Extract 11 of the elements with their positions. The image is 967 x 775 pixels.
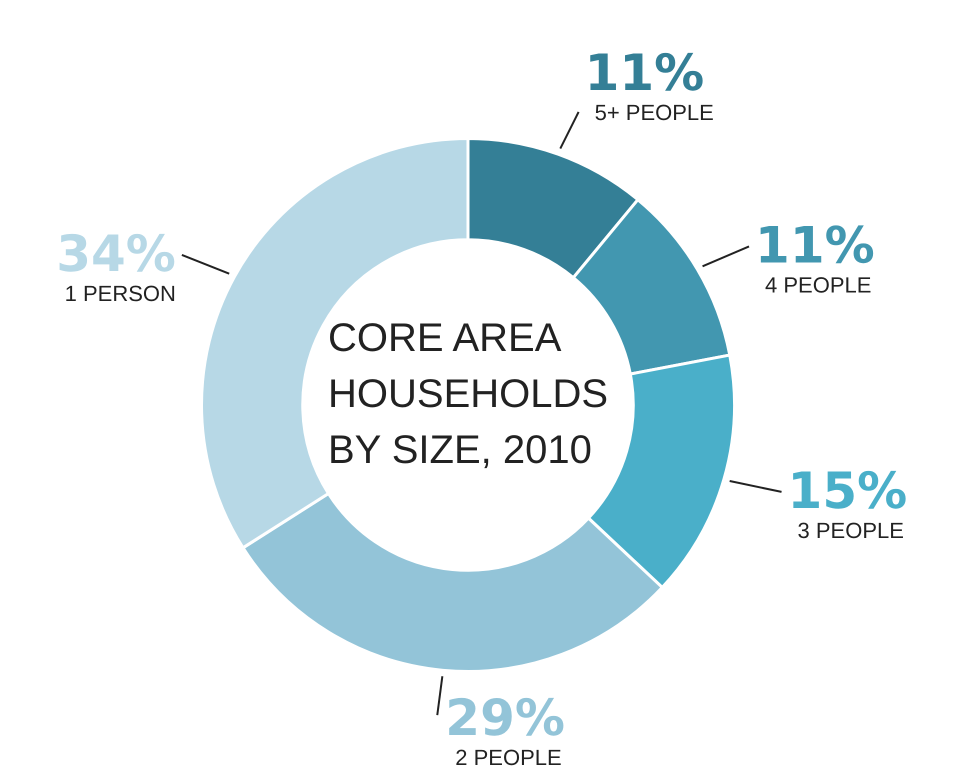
data-label: 29%: [445, 689, 565, 748]
data-label: 11%: [584, 44, 704, 102]
slice-label: 1 PERSON: [64, 280, 176, 306]
slice-label: 3 PEOPLE: [798, 518, 904, 543]
data-label: 34%: [56, 224, 176, 283]
slice-label: 4 PEOPLE: [765, 272, 872, 298]
slice-label: 5+ PEOPLE: [594, 100, 714, 125]
text: CORE AREA HOUSEHOLDS BY SIZE, 2010: [328, 315, 610, 474]
slice-label: 2 PEOPLE: [455, 745, 562, 770]
data-label: 11%: [755, 216, 875, 274]
data-label: 15%: [788, 462, 908, 520]
